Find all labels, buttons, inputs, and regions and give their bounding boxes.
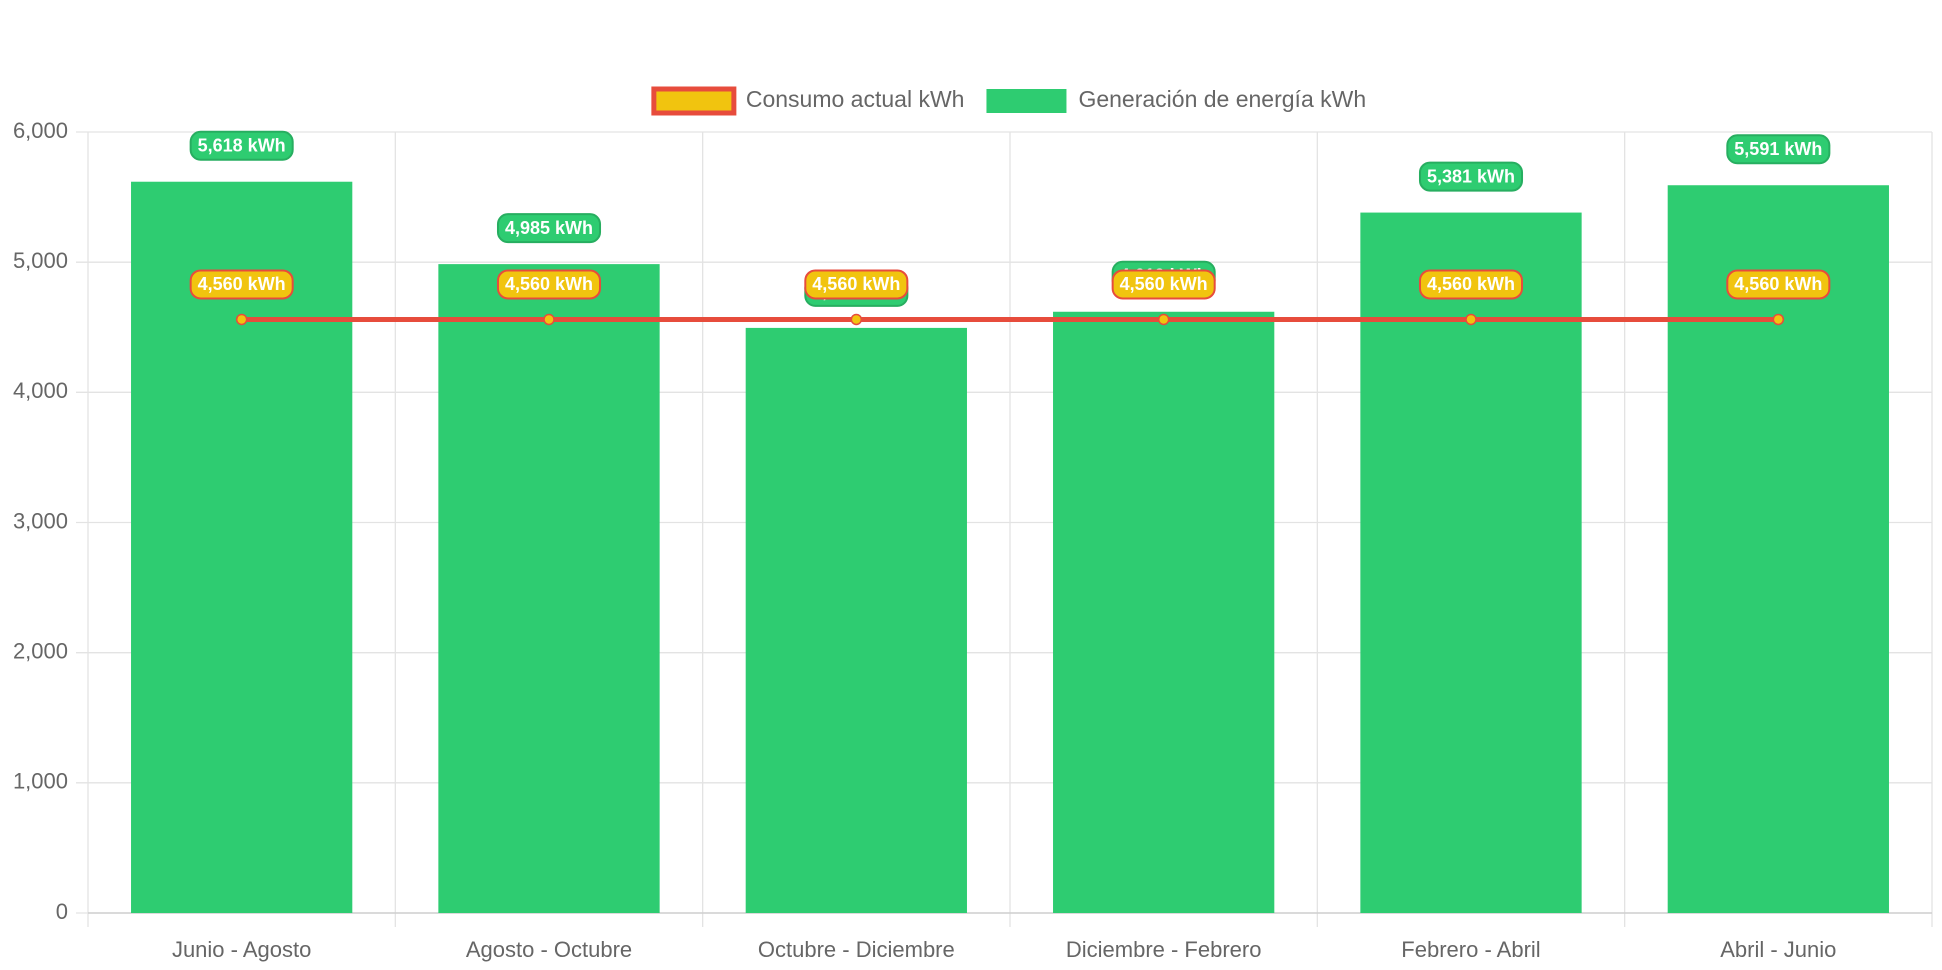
legend-swatch xyxy=(651,86,737,116)
data-label-bg xyxy=(1726,269,1831,300)
data-label-bg xyxy=(804,269,909,300)
bar xyxy=(1053,311,1275,914)
data-label: 5,618 kWh xyxy=(189,130,294,161)
x-tick-label: Junio - Agosto xyxy=(172,937,311,962)
data-label-text: 4,560 kWh xyxy=(198,274,286,294)
y-tick-label: 0 xyxy=(56,899,68,924)
data-label-bg xyxy=(496,269,602,300)
x-tick-label: Octubre - Diciembre xyxy=(758,937,955,962)
point xyxy=(850,313,863,326)
data-label-bg xyxy=(189,130,294,161)
data-label-text: 5,591 kWh xyxy=(1734,139,1822,159)
data-label-text: 4,560 kWh xyxy=(1120,274,1208,294)
point xyxy=(1157,313,1170,326)
data-label-text: 5,381 kWh xyxy=(1427,166,1515,186)
point xyxy=(235,313,248,326)
bar xyxy=(438,264,660,914)
y-tick-label: 4,000 xyxy=(13,378,68,403)
x-tick-label: Abril - Junio xyxy=(1720,937,1836,962)
bar xyxy=(1360,212,1582,913)
point xyxy=(543,313,555,326)
y-tick-label: 2,000 xyxy=(13,638,68,663)
data-label-text: 4,560 kWh xyxy=(1427,274,1515,294)
data-label-bg xyxy=(1111,269,1216,300)
data-label-bg xyxy=(496,213,602,244)
y-tick-label: 5,000 xyxy=(13,248,68,273)
x-tick-label: Diciembre - Febrero xyxy=(1066,937,1262,962)
data-label-bg xyxy=(1418,269,1524,300)
data-label: 4,560 kWh xyxy=(189,269,294,300)
legend-label: Generación de energía kWh xyxy=(1078,86,1366,112)
data-label: 4,560 kWh xyxy=(1111,269,1216,300)
data-label: 5,381 kWh xyxy=(1418,161,1524,192)
data-label: 4,560 kWh xyxy=(1418,269,1524,300)
data-label-text: 5,618 kWh xyxy=(198,135,286,155)
bar xyxy=(745,327,967,913)
legend-item: Generación de energía kWh xyxy=(986,86,1366,113)
data-label: 4,560 kWh xyxy=(1726,269,1831,300)
point xyxy=(1772,313,1785,326)
data-label-text: 4,560 kWh xyxy=(812,274,900,294)
bar xyxy=(131,181,353,914)
y-tick-label: 6,000 xyxy=(13,118,68,143)
legend-swatch xyxy=(986,89,1067,113)
point xyxy=(1465,313,1477,326)
data-label: 4,560 kWh xyxy=(496,269,602,300)
bar xyxy=(1667,185,1889,913)
data-label-bg xyxy=(1418,161,1524,192)
data-label-text: 4,560 kWh xyxy=(505,274,593,294)
data-label-bg xyxy=(1726,134,1831,165)
y-tick-label: 3,000 xyxy=(13,508,68,533)
data-label-text: 4,985 kWh xyxy=(505,218,593,238)
x-tick-label: Agosto - Octubre xyxy=(466,937,632,962)
data-label: 4,560 kWh xyxy=(804,269,909,300)
legend-label: Consumo actual kWh xyxy=(746,86,965,112)
x-tick-label: Febrero - Abril xyxy=(1401,937,1540,962)
legend-item: Consumo actual kWh xyxy=(651,86,965,116)
y-tick-label: 1,000 xyxy=(13,769,68,794)
data-label-bg xyxy=(189,269,294,300)
data-label: 5,591 kWh xyxy=(1726,134,1831,165)
data-label: 4,985 kWh xyxy=(496,213,602,244)
data-label-text: 4,560 kWh xyxy=(1734,274,1822,294)
